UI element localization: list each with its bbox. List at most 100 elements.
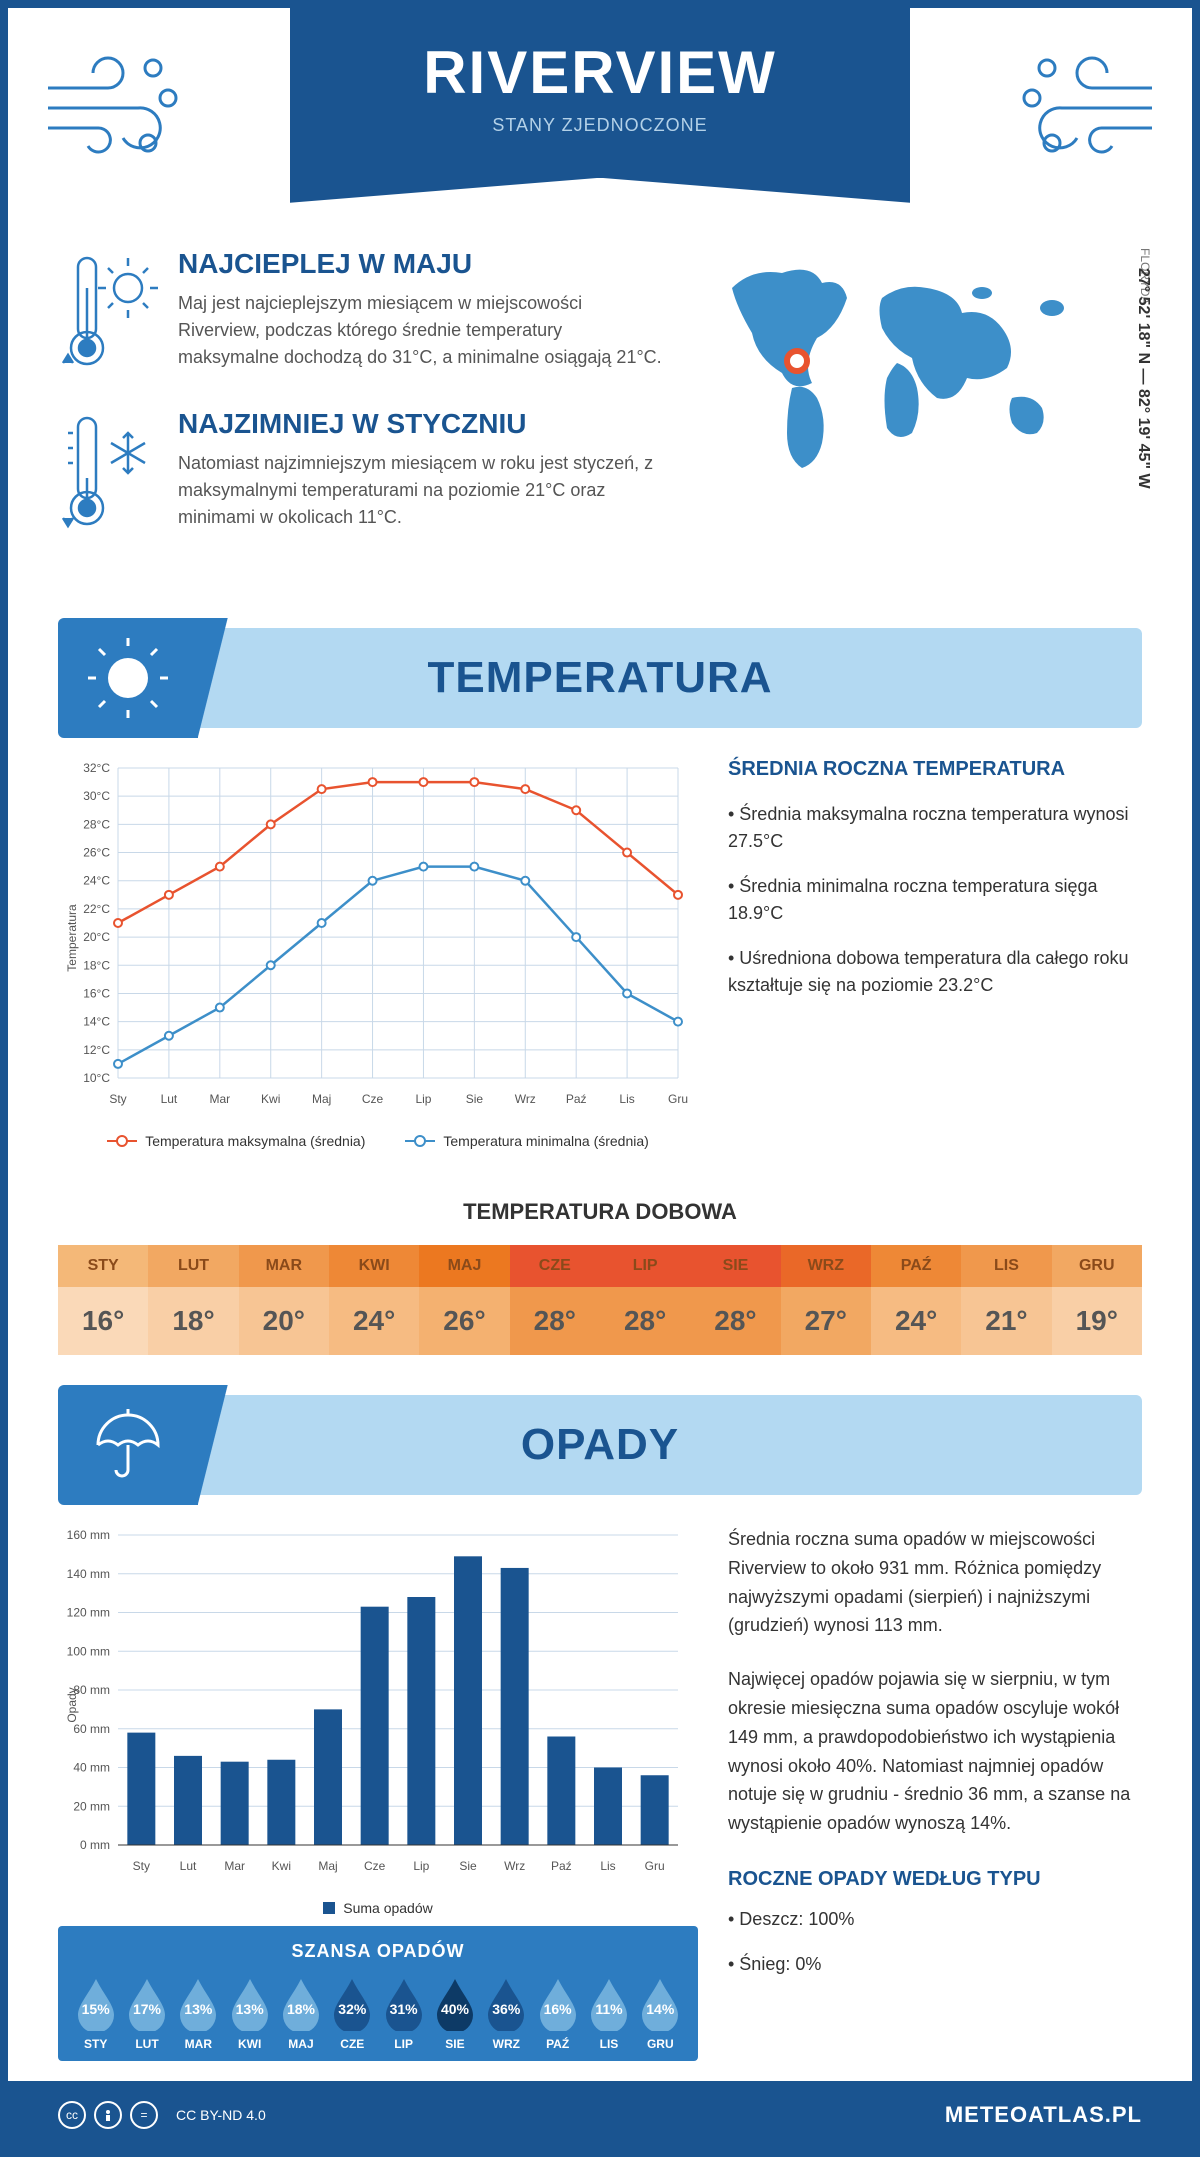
svg-text:Maj: Maj <box>312 1092 331 1106</box>
svg-text:Mar: Mar <box>209 1092 230 1106</box>
svg-text:26°C: 26°C <box>83 846 110 860</box>
svg-text:100 mm: 100 mm <box>67 1644 110 1658</box>
svg-text:24°C: 24°C <box>83 874 110 888</box>
svg-text:Sty: Sty <box>133 1859 150 1873</box>
svg-text:10°C: 10°C <box>83 1071 110 1085</box>
svg-text:16°C: 16°C <box>83 986 110 1000</box>
header: RIVERVIEW STANY ZJEDNOCZONE <box>8 8 1192 228</box>
drop-icon: 15% <box>74 1977 118 2031</box>
daily-month: KWI <box>329 1245 419 1287</box>
daily-value: 27° <box>781 1287 871 1355</box>
daily-value: 20° <box>239 1287 329 1355</box>
daily-month: GRU <box>1052 1245 1142 1287</box>
temperature-info: ŚREDNIA ROCZNA TEMPERATURA • Średnia mak… <box>728 758 1142 1149</box>
daily-cell: PAŹ 24° <box>871 1245 961 1355</box>
legend-max-label: Temperatura maksymalna (średnia) <box>145 1133 365 1149</box>
chance-month: LIS <box>586 2037 631 2051</box>
drop-icon: 14% <box>638 1977 682 2031</box>
daily-value: 16° <box>58 1287 148 1355</box>
map-block: FLORYDA 27° 52' 18" N — 82° 19' 45" W <box>702 248 1142 568</box>
chance-cell: 32% CZE <box>330 1977 375 2051</box>
sun-icon <box>88 638 168 718</box>
daily-cell: STY 16° <box>58 1245 148 1355</box>
chance-value: 15% <box>82 2001 110 2017</box>
nd-icon: = <box>130 2101 158 2129</box>
intro-section: NAJCIEPLEJ W MAJU Maj jest najcieplejszy… <box>8 228 1192 608</box>
rain-banner: OPADY <box>58 1395 1142 1495</box>
svg-text:12°C: 12°C <box>83 1043 110 1057</box>
rain-area: 0 mm20 mm40 mm60 mm80 mm100 mm120 mm140 … <box>8 1525 1192 2081</box>
chance-value: 17% <box>133 2001 161 2017</box>
svg-text:Wrz: Wrz <box>515 1092 536 1106</box>
chance-month: CZE <box>330 2037 375 2051</box>
daily-cell: LUT 18° <box>148 1245 238 1355</box>
rain-chance-box: SZANSA OPADÓW 15% STY 17% LUT 13% MAR 13… <box>58 1926 698 2061</box>
chance-month: KWI <box>227 2037 272 2051</box>
legend-min-label: Temperatura minimalna (średnia) <box>443 1133 648 1149</box>
svg-text:Kwi: Kwi <box>261 1092 280 1106</box>
type-bullet: • Deszcz: 100% <box>728 1906 1142 1933</box>
svg-text:Opady: Opady <box>65 1687 79 1722</box>
svg-text:0 mm: 0 mm <box>80 1838 110 1852</box>
rain-type-title: ROCZNE OPADY WEDŁUG TYPU <box>728 1868 1142 1891</box>
chance-cell: 40% SIE <box>432 1977 477 2051</box>
daily-value: 21° <box>961 1287 1051 1355</box>
daily-cell: LIP 28° <box>600 1245 690 1355</box>
chance-cell: 31% LIP <box>381 1977 426 2051</box>
chance-value: 16% <box>544 2001 572 2017</box>
svg-text:Maj: Maj <box>318 1859 337 1873</box>
license-block: cc = CC BY-ND 4.0 <box>58 2101 266 2129</box>
daily-month: WRZ <box>781 1245 871 1287</box>
svg-text:Sie: Sie <box>466 1092 484 1106</box>
daily-cell: MAJ 26° <box>419 1245 509 1355</box>
legend-max: Temperatura maksymalna (średnia) <box>107 1133 365 1149</box>
daily-cell: CZE 28° <box>510 1245 600 1355</box>
daily-value: 28° <box>510 1287 600 1355</box>
svg-text:Cze: Cze <box>364 1859 386 1873</box>
chance-value: 31% <box>390 2001 418 2017</box>
wind-icon <box>1012 48 1162 168</box>
svg-text:20°C: 20°C <box>83 930 110 944</box>
chance-month: SIE <box>432 2037 477 2051</box>
svg-text:32°C: 32°C <box>83 761 110 775</box>
drop-icon: 18% <box>279 1977 323 2031</box>
chance-value: 11% <box>595 2001 622 2017</box>
type-bullet: • Śnieg: 0% <box>728 1951 1142 1978</box>
svg-text:160 mm: 160 mm <box>67 1528 110 1542</box>
svg-text:Kwi: Kwi <box>272 1859 291 1873</box>
svg-text:Wrz: Wrz <box>504 1859 525 1873</box>
chance-value: 13% <box>236 2001 264 2017</box>
svg-text:Lip: Lip <box>413 1859 429 1873</box>
daily-month: CZE <box>510 1245 600 1287</box>
cold-block: NAJZIMNIEJ W STYCZNIU Natomiast najzimni… <box>58 408 662 538</box>
svg-text:Gru: Gru <box>645 1859 665 1873</box>
umbrella-icon <box>88 1405 168 1485</box>
chance-cell: 11% LIS <box>586 1977 631 2051</box>
chance-month: GRU <box>638 2037 683 2051</box>
svg-text:Paź: Paź <box>566 1092 587 1106</box>
chance-value: 13% <box>184 2001 212 2017</box>
daily-value: 28° <box>600 1287 690 1355</box>
svg-text:140 mm: 140 mm <box>67 1567 110 1581</box>
svg-text:Lis: Lis <box>600 1859 615 1873</box>
drop-icon: 32% <box>330 1977 374 2031</box>
chance-cell: 16% PAŹ <box>535 1977 580 2051</box>
chance-month: LUT <box>124 2037 169 2051</box>
drop-icon: 36% <box>484 1977 528 2031</box>
wind-icon <box>38 48 188 168</box>
daily-month: SIE <box>690 1245 780 1287</box>
info-title: ŚREDNIA ROCZNA TEMPERATURA <box>728 758 1142 781</box>
footer: cc = CC BY-ND 4.0 METEOATLAS.PL <box>8 2081 1192 2149</box>
svg-text:20 mm: 20 mm <box>73 1799 110 1813</box>
daily-month: MAJ <box>419 1245 509 1287</box>
rain-chart: 0 mm20 mm40 mm60 mm80 mm100 mm120 mm140 … <box>58 1525 698 2061</box>
footer-brand: METEOATLAS.PL <box>945 2102 1142 2128</box>
svg-text:22°C: 22°C <box>83 902 110 916</box>
cold-text: Natomiast najzimniejszym miesiącem w rok… <box>178 450 662 531</box>
city-name: RIVERVIEW <box>290 38 910 107</box>
chance-cell: 15% STY <box>73 1977 118 2051</box>
temp-bullet: • Średnia maksymalna roczna temperatura … <box>728 801 1142 855</box>
thermometer-sun-icon <box>58 248 158 378</box>
svg-text:40 mm: 40 mm <box>73 1761 110 1775</box>
rain-text-1: Średnia roczna suma opadów w miejscowośc… <box>728 1525 1142 1640</box>
